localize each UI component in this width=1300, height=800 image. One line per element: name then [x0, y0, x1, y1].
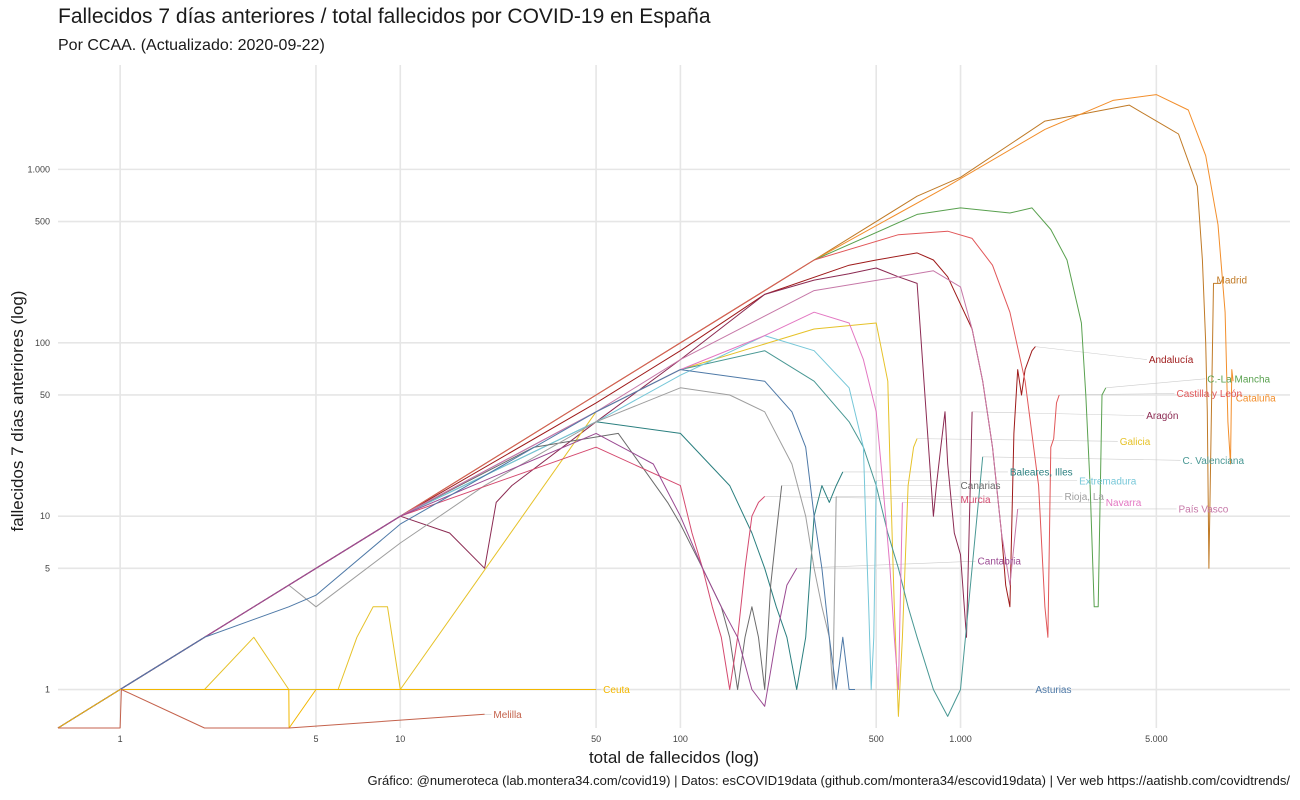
series-line-c-valenciana	[57, 350, 984, 729]
series-label-cataluna: Cataluña	[1236, 394, 1276, 405]
x-tick-label: 50	[591, 734, 601, 744]
series-line-c-la-mancha	[57, 207, 1107, 729]
x-tick-label: 1.000	[949, 734, 972, 744]
series-line-cantabria	[57, 432, 798, 729]
series-line-asturias	[57, 369, 855, 729]
y-tick-label: 10	[40, 511, 50, 521]
series-label-asturias: Asturias	[1035, 685, 1071, 696]
leader-line-cantabria	[796, 560, 976, 569]
series-line-cataluna	[57, 94, 1234, 729]
series-label-c-la-mancha: C.-La Mancha	[1207, 374, 1270, 385]
chart-subtitle: Por CCAA. (Actualizado: 2020-09-22)	[58, 37, 325, 54]
series-label-canarias: Canarias	[961, 481, 1001, 492]
leader-line-galicia	[917, 438, 1118, 442]
series-line-andalucia	[57, 252, 1036, 729]
chart-title: Fallecidos 7 días anteriores / total fal…	[58, 5, 711, 28]
series-label-navarra: Navarra	[1106, 498, 1142, 509]
series-label-castilla-y-leon: Castilla y León	[1176, 389, 1242, 400]
series-label-extremadura: Extremadura	[1079, 476, 1137, 487]
y-axis-title: fallecidos 7 días anteriores (log)	[8, 291, 27, 532]
x-axis-title: total de fallecidos (log)	[589, 748, 759, 767]
series-line-melilla	[58, 689, 485, 729]
leader-line-murcia	[764, 496, 959, 500]
series-line-canarias	[57, 432, 783, 729]
series-label-andalucia: Andalucía	[1149, 355, 1194, 366]
leader-line-andalucia	[1035, 346, 1147, 360]
series-label-ceuta: Ceuta	[603, 685, 630, 696]
series-label-murcia: Murcia	[961, 495, 991, 506]
series-label-rioja-la: Rioja, La	[1064, 492, 1104, 503]
series-label-cantabria: Cantabria	[978, 557, 1022, 568]
series-labels: Madrid Cataluña Andalucía C.-La Mancha Casti…	[493, 276, 1276, 721]
leader-line-c-valenciana	[982, 456, 1181, 461]
series-line-rioja-la	[57, 387, 837, 729]
series-label-pais-vasco: País Vasco	[1179, 504, 1229, 515]
x-tick-label: 10	[395, 734, 405, 744]
x-tick-label: 500	[869, 734, 884, 744]
series-label-c-valenciana: C. Valenciana	[1183, 456, 1245, 467]
x-tick-label: 100	[673, 734, 688, 744]
x-tick-label: 5	[313, 734, 318, 744]
leader-line-castilla-y-leon	[1059, 393, 1175, 396]
leader-line-aragon	[972, 411, 1145, 416]
y-tick-label: 500	[35, 217, 50, 227]
series-line-galicia	[57, 322, 918, 729]
series-line-ceuta	[57, 689, 597, 729]
series-lines	[57, 94, 1234, 729]
x-tick-label: 5.000	[1145, 734, 1168, 744]
series-line-madrid	[57, 104, 1221, 729]
label-leaders	[484, 346, 1206, 715]
chart-caption: Gráfico: @numeroteca (lab.montera34.com/…	[367, 773, 1290, 788]
series-line-aragon	[57, 267, 973, 729]
x-tick-label: 1	[118, 734, 123, 744]
series-label-galicia: Galicia	[1120, 437, 1151, 448]
series-label-madrid: Madrid	[1217, 276, 1248, 287]
y-tick-label: 1	[45, 685, 50, 695]
y-tick-label: 5	[45, 563, 50, 573]
grid	[58, 65, 1290, 728]
leader-line-c-la-mancha	[1105, 378, 1206, 389]
series-line-baleares-illes	[57, 421, 844, 729]
series-line-pais-vasco	[57, 270, 1019, 729]
series-label-aragon: Aragón	[1146, 411, 1178, 422]
series-line-navarra	[57, 311, 903, 729]
series-label-baleares-illes: Baleares, Illes	[1010, 467, 1073, 478]
y-tick-label: 50	[40, 390, 50, 400]
y-tick-label: 100	[35, 338, 50, 348]
y-tick-label: 1.000	[27, 164, 50, 174]
series-label-melilla: Melilla	[493, 710, 522, 721]
tick-labels: 1 5 10 50 100 500 1.000 5.000 1 5 10 50 100 500 1.000	[27, 164, 1167, 744]
